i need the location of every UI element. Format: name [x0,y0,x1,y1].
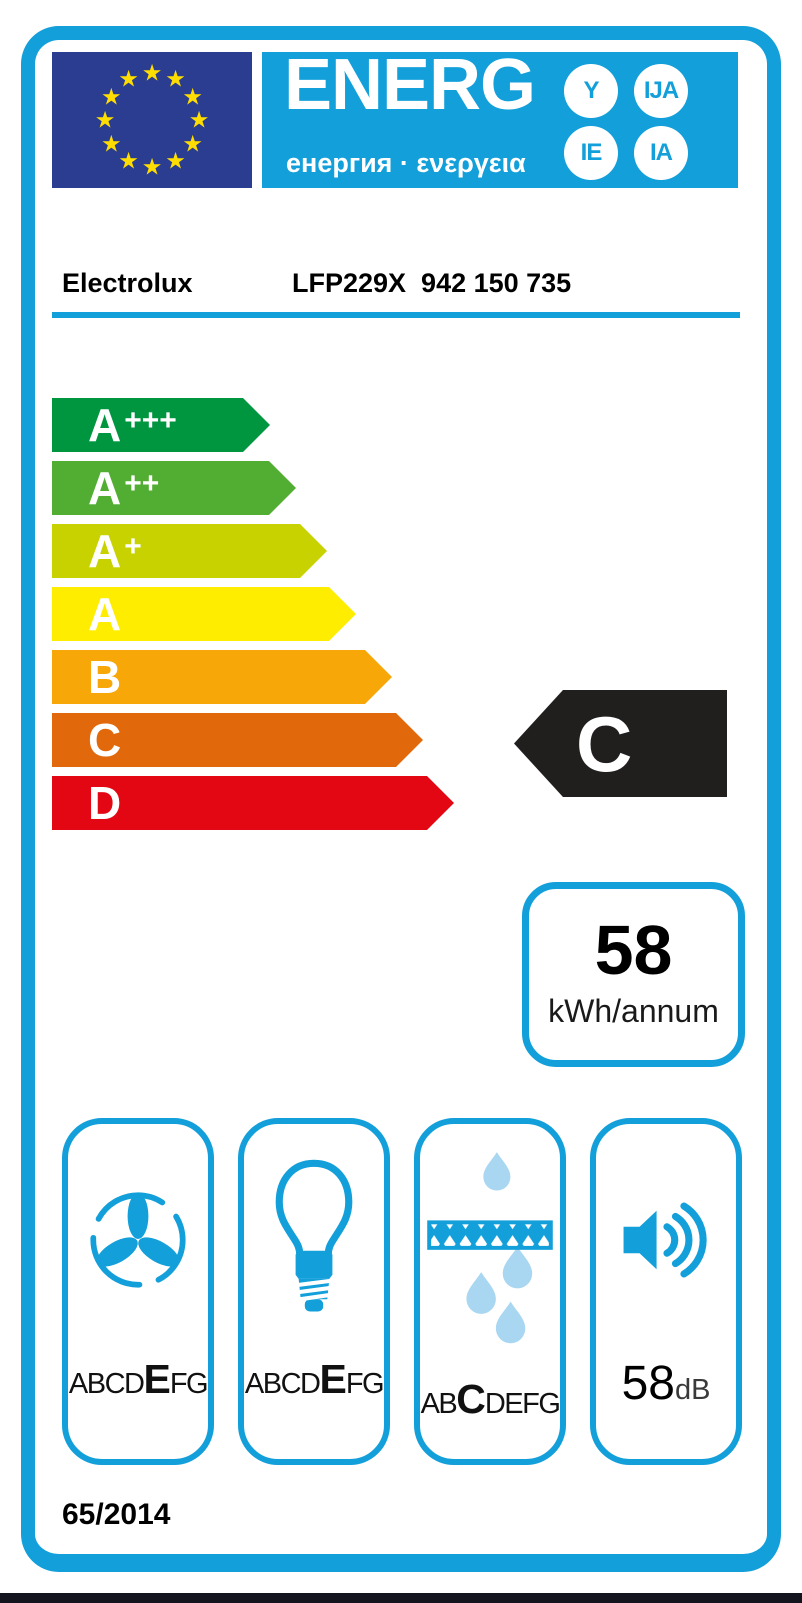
eu-flag: ★ ★ ★ ★ ★ ★ ★ ★ ★ ★ ★ ★ [52,52,252,188]
energ-suffix-ie: IE [564,126,618,180]
energ-subtitle: енергия · ενεργεια [286,148,526,178]
eu-star-icon: ★ [182,130,204,156]
rating-arrow-a2: A ++ [52,461,296,515]
energ-word: ENERG [284,45,536,125]
grease-filter-icon [426,1124,554,1376]
eu-star-icon: ★ [188,106,210,133]
grade-bold: E [319,1356,346,1402]
eu-star-icon: ★ [100,130,122,156]
rated-class-letter: C [576,699,633,788]
energ-suffix-y: Y [564,64,618,118]
speaker-icon [616,1124,716,1356]
grade-letter: A [88,462,122,514]
fluid-dynamic-efficiency-box: ABCD E FG [62,1118,214,1465]
fan-icon [86,1124,190,1356]
grade-pre: ABCD [244,1368,321,1400]
energ-suffix-ija: IJA [634,64,688,118]
rated-class-badge: C [514,690,727,797]
noise-value: 58 [621,1357,675,1410]
grade-letter: B [88,651,122,703]
eu-star-icon: ★ [182,83,204,109]
eu-star-icon: ★ [118,147,139,174]
model-number: LFP229X 942 150 735 [292,268,572,298]
noise-level-box: 58 dB [590,1118,742,1465]
eu-star-icon: ★ [165,147,186,174]
divider-line [52,312,740,318]
noise-unit: dB [674,1374,711,1406]
rating-arrow-d: D [52,776,454,830]
energ-suffix-ia: IA [634,126,688,180]
regulation-number: 65/2014 [62,1498,171,1531]
grade-letter: C [88,714,122,766]
rating-arrow-c: C [52,713,423,767]
eu-star-icon: ★ [141,153,163,180]
brand-name: Electrolux [62,268,193,298]
eu-star-icon: ★ [165,65,186,92]
grade-suffix: +++ [124,404,177,437]
annual-energy-value: 58 [594,911,673,989]
bulb-icon [268,1124,360,1356]
eu-star-icon: ★ [100,83,122,109]
rating-arrow-a3: A +++ [52,398,270,452]
filter-grade: AB C DEFG [420,1376,561,1423]
grade-letter: A [88,399,122,451]
grade-post: FG [345,1368,385,1400]
grade-suffix: ++ [124,467,160,500]
annual-energy-box: 58 kWh/annum [522,882,745,1067]
rating-arrow-b: B [52,650,392,704]
grade-letter: D [88,777,122,829]
grade-post: DEFG [484,1388,561,1420]
grade-letter: A [88,588,122,640]
noise-value-line: 58 dB [622,1356,711,1411]
eu-star-icon: ★ [141,59,163,86]
grade-bold: C [456,1376,486,1422]
eu-star-icon: ★ [118,65,139,92]
lighting-efficiency-box: ABCD E FG [238,1118,390,1465]
grade-pre: ABCD [68,1368,145,1400]
rating-arrow-a: A [52,587,356,641]
grease-filtering-efficiency-box: AB C DEFG [414,1118,566,1465]
fan-grade: ABCD E FG [68,1356,209,1403]
grade-post: FG [169,1368,209,1400]
grade-bold: E [143,1356,170,1402]
energ-header: ENERG енергия · ενεργεια Y IJA IE IA [262,45,738,188]
lighting-grade: ABCD E FG [244,1356,385,1403]
energy-rating-scale: A +++ A ++ A + A B C D [52,398,454,839]
eu-star-icon: ★ [94,106,116,133]
grade-letter: A [88,525,122,577]
annual-energy-unit: kWh/annum [548,993,719,1029]
rating-arrow-a1: A + [52,524,327,578]
grade-suffix: + [124,530,142,563]
grade-pre: AB [420,1388,458,1420]
scan-bottom-strip [0,1593,802,1603]
